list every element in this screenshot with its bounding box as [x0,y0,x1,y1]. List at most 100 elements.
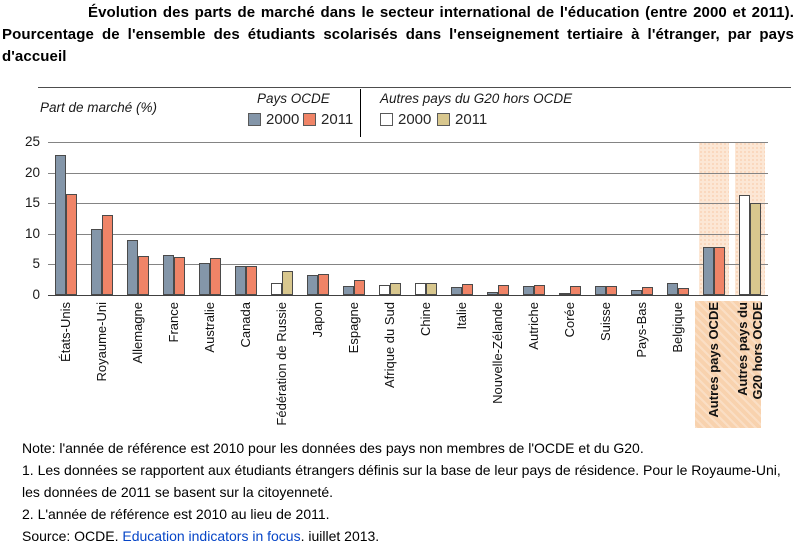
gridline [48,264,768,266]
legend-year-label: 2011 [321,111,354,128]
g20-2000-swatch-icon [380,113,393,126]
bar-2011 [750,202,761,295]
bar-2000 [739,194,750,295]
bar-2011 [426,283,437,295]
bar-2000 [415,283,426,295]
bar-2000 [631,290,642,295]
bar-2000 [127,239,138,295]
legend-year-label: 2000 [266,111,300,128]
bar-2000 [451,287,462,295]
bar-2011 [642,287,653,295]
x-axis-label: Pays-Bas [634,302,649,358]
g20-2011-swatch-icon [437,113,450,126]
gridline [48,203,768,205]
bar-2011 [66,194,77,295]
y-tick-label: 10 [24,225,40,241]
x-axis-label: Royaume-Uni [94,302,109,382]
x-axis-label: Afrique du Sud [382,302,397,389]
footnote-1: 1. Les données se rapportent aux étudian… [22,462,781,500]
note-line: Note: l'année de référence est 2010 pour… [22,440,644,456]
x-axis-label: France [166,302,181,343]
y-tick-label: 20 [24,164,40,180]
x-axis-label: Allemagne [130,302,145,364]
x-axis-label: Chine [418,302,433,336]
legend-group-ocde-label: Pays OCDE [257,91,330,106]
legend-item-g20-2011: 2011 [437,111,487,128]
chart-top-border [38,87,791,88]
bar-2000 [595,286,606,295]
x-axis-label: Autres pays du G20 hors OCDE [735,302,765,400]
x-axis-label: Corée [562,302,577,338]
x-axis-label: Australie [202,302,217,353]
bar-2011 [318,274,329,295]
y-tick-label: 5 [32,256,40,272]
notes-block: Note: l'année de référence est 2010 pour… [22,437,794,541]
bar-2000 [379,285,390,295]
chart-title: Évolution des parts de marché dans le se… [2,4,794,65]
x-axis-label: États-Unis [58,302,73,362]
bar-2011 [138,255,149,295]
x-axis-label: Fédération de Russie [274,302,289,426]
bar-2011 [498,284,509,295]
x-axis-label: Italie [454,302,469,330]
x-axis-label: Nouvelle-Zélande [490,302,505,404]
gridline [48,172,768,174]
legend-divider [360,89,361,137]
ocde-2000-swatch-icon [248,113,261,126]
y-tick-label: 15 [24,195,40,211]
bar-2000 [703,246,714,295]
x-axis-label: Autres pays OCDE [706,302,721,418]
x-axis-label: Canada [238,302,253,348]
bar-2011 [354,280,365,295]
bar-2011 [174,257,185,295]
legend-item-g20-2000: 2000 [380,111,431,128]
source-link[interactable]: Education indicators in focus [122,528,301,541]
plot-area [48,142,768,296]
bar-2011 [678,287,689,295]
legend-item-ocde-2011: 2011 [303,111,353,128]
footnote-2: 2. L'année de référence est 2010 au lieu… [22,506,330,522]
x-axis-label: Japon [310,302,325,338]
gridline [48,142,768,143]
bar-2000 [91,228,102,295]
bar-2000 [487,291,498,295]
bar-2000 [523,285,534,295]
bar-2000 [55,154,66,295]
bar-2011 [102,215,113,295]
bar-2011 [390,283,401,295]
x-axis-label: Suisse [598,302,613,342]
bar-2000 [235,266,246,295]
x-axis-label: Autriche [526,302,541,350]
bar-2011 [570,285,581,295]
bar-2000 [163,254,174,295]
legend-item-ocde-2000: 2000 [248,111,299,128]
x-axis-label: Espagne [346,302,361,354]
bar-2011 [714,247,725,295]
bar-2011 [210,257,221,295]
y-tick-label: 25 [24,134,40,149]
bar-2011 [462,283,473,295]
gridline [48,233,768,235]
bar-2000 [307,275,318,295]
y-axis-title: Part de marché (%) [40,100,158,115]
bar-2011 [606,286,617,295]
bar-2011 [534,285,545,295]
y-tick-label: 0 [32,287,40,302]
legend-year-label: 2000 [398,111,432,128]
bar-2000 [199,263,210,295]
bar-2000 [667,283,678,295]
bar-2011 [282,271,293,295]
x-axis-label: Belgique [670,302,685,353]
source-suffix: , juillet 2013. [300,528,380,541]
legend-group-g20-label: Autres pays du G20 hors OCDE [380,91,573,106]
bar-2011 [246,265,257,295]
bar-2000 [343,286,354,295]
legend-year-label: 2011 [455,111,488,128]
ocde-2011-swatch-icon [303,113,316,126]
highlight-label-block [695,301,761,428]
bar-2000 [559,293,570,295]
source-line: Source: OCDE, Education indicators in fo… [22,525,794,541]
source-prefix: Source: OCDE, [22,528,123,541]
bar-2000 [271,282,282,295]
